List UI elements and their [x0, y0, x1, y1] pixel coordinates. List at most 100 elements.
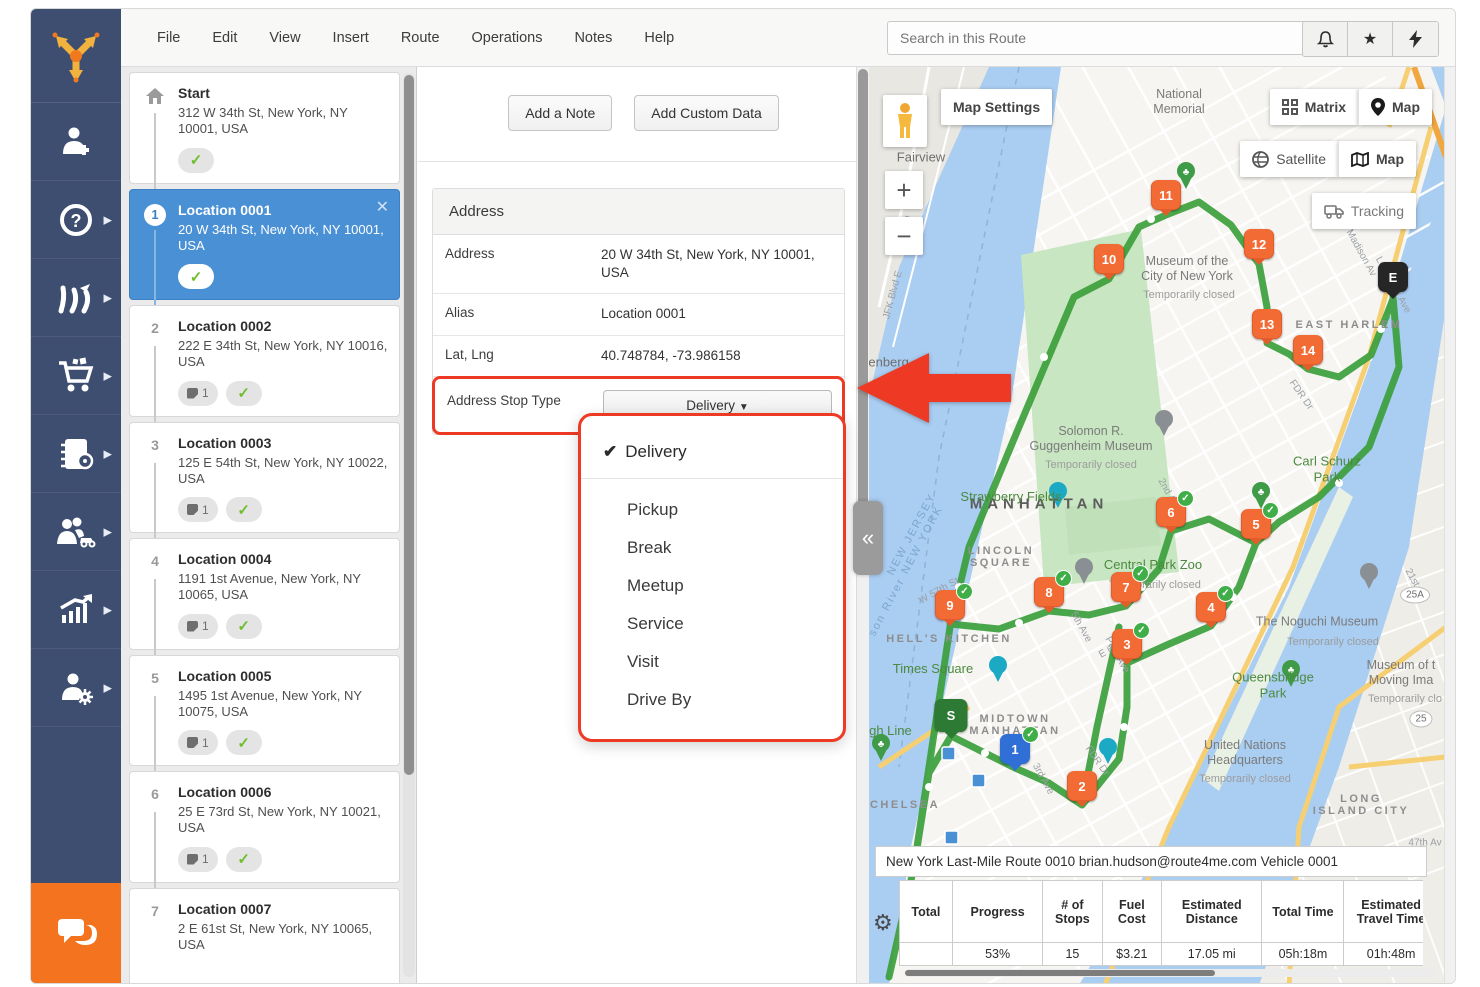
- chevron-down-icon: ▼: [738, 401, 749, 413]
- map-marker-12[interactable]: 12: [1244, 229, 1274, 259]
- matrix-button[interactable]: Matrix: [1269, 89, 1358, 125]
- add-note-button[interactable]: Add a Note: [508, 95, 613, 131]
- sidebar-item-user-settings[interactable]: ▶: [31, 649, 121, 727]
- pegman-control[interactable]: [883, 95, 927, 147]
- sidebar-item-address-book[interactable]: ▶: [31, 415, 121, 493]
- zoom-out-button[interactable]: −: [885, 217, 923, 255]
- note-icon: [187, 504, 198, 515]
- visited-check-badge[interactable]: ✓: [225, 846, 262, 872]
- timeline-connector: [154, 812, 156, 896]
- map-marker-6[interactable]: 6 ✓: [1156, 490, 1194, 527]
- close-icon[interactable]: ✕: [375, 198, 389, 216]
- visited-check-badge[interactable]: ✓: [178, 264, 214, 289]
- sidebar-item-add-user[interactable]: [31, 103, 121, 181]
- summary-column-header: # of Stops: [1042, 880, 1103, 943]
- map-marker-7[interactable]: 7 ✓: [1111, 565, 1149, 602]
- map-marker-14[interactable]: 14: [1293, 335, 1323, 365]
- visited-check-badge[interactable]: ✓: [225, 497, 262, 522]
- notes-badge[interactable]: 1: [178, 613, 218, 639]
- route4me-logo-icon: [52, 32, 100, 82]
- map-marker-E[interactable]: E: [1378, 262, 1408, 292]
- map-marker-S[interactable]: S: [934, 699, 968, 732]
- stop-list-item[interactable]: 4 Location 0004 1191 1st Avenue, New York,…: [129, 538, 400, 663]
- stop-list-item[interactable]: Start 312 W 34th St, New York, NY 10001, …: [129, 72, 400, 197]
- tracking-button[interactable]: Tracking: [1311, 193, 1416, 229]
- notes-badge[interactable]: 1: [178, 497, 218, 522]
- map-marker-13[interactable]: 13: [1252, 309, 1282, 339]
- visited-check-badge[interactable]: ✓: [178, 147, 214, 173]
- menu-item-notes[interactable]: Notes: [574, 29, 613, 46]
- dropdown-option-service[interactable]: Service: [627, 614, 684, 633]
- map-fold-button[interactable]: Map: [1338, 141, 1416, 177]
- map-settings-button[interactable]: Map Settings: [941, 89, 1053, 125]
- stop-list-item[interactable]: 7 Location 0007 2 E 61st St, New York, NY …: [129, 887, 400, 983]
- stop-list-item[interactable]: 6 Location 0006 25 E 73rd St, New York, NY…: [129, 771, 400, 896]
- map-view-button[interactable]: Map: [1358, 89, 1432, 125]
- search-input[interactable]: [887, 21, 1305, 55]
- map-marker-3[interactable]: 3 ✓: [1112, 622, 1150, 659]
- favorites-button[interactable]: ★: [1348, 22, 1393, 56]
- route-summary-table-wrap: ⚙ Total Progress # of Stops Fuel Cost Estima…: [871, 877, 1437, 969]
- stop-title: Location 0003: [178, 434, 272, 451]
- map-marker-9[interactable]: 9 ✓: [935, 583, 973, 620]
- folded-map-icon: [1351, 151, 1369, 167]
- menu-bar: File Edit View Insert Route Operations Notes He…: [121, 30, 674, 46]
- summary-hscrollbar[interactable]: [905, 969, 1435, 977]
- star-icon: ★: [1362, 31, 1378, 48]
- dropdown-selected-option[interactable]: ✔ Delivery: [581, 434, 843, 479]
- menu-item-file[interactable]: File: [157, 29, 181, 46]
- panel-collapse-handle[interactable]: «: [853, 501, 883, 575]
- stop-list-item[interactable]: 1 ✕ Location 0001 20 W 34th St, New York, N…: [129, 188, 400, 313]
- menu-item-edit[interactable]: Edit: [212, 29, 238, 46]
- sidebar-item-orders[interactable]: ▶: [31, 337, 121, 415]
- map-marker-10[interactable]: 10: [1094, 244, 1124, 274]
- scrollbar-thumb[interactable]: [905, 970, 1215, 976]
- stop-list-item[interactable]: 2 Location 0002 222 E 34th St, New York, N…: [129, 305, 400, 430]
- stop-title: Location 0002: [178, 318, 272, 334]
- dropdown-option-break[interactable]: Break: [627, 538, 672, 557]
- gear-icon[interactable]: ⚙: [873, 910, 893, 935]
- visited-check-badge[interactable]: ✓: [225, 613, 262, 639]
- visited-check-badge[interactable]: ✓: [225, 380, 262, 406]
- sidebar-item-routes[interactable]: ▶: [31, 259, 121, 337]
- chat-button[interactable]: [31, 883, 121, 983]
- notes-badge[interactable]: 1: [178, 846, 218, 872]
- menu-item-insert[interactable]: Insert: [332, 29, 369, 46]
- route4me-logo[interactable]: [31, 9, 121, 103]
- scrollbar-thumb[interactable]: [404, 75, 414, 775]
- stops-scrollbar[interactable]: [403, 73, 415, 977]
- notes-badge[interactable]: 1: [178, 730, 218, 755]
- menu-item-view[interactable]: View: [269, 29, 301, 46]
- visited-check-badge[interactable]: ✓: [225, 730, 262, 755]
- scrollbar-thumb[interactable]: [858, 69, 868, 539]
- dropdown-option-drive-by[interactable]: Drive By: [627, 690, 692, 709]
- dropdown-option-meetup[interactable]: Meetup: [627, 576, 684, 595]
- satellite-button[interactable]: Satellite: [1240, 141, 1338, 177]
- map-marker-2[interactable]: 2: [1067, 771, 1097, 801]
- map-marker-5[interactable]: 5 ✓: [1241, 502, 1279, 539]
- map-marker-11[interactable]: 11: [1151, 180, 1181, 210]
- dropdown-option-visit[interactable]: Visit: [627, 652, 659, 671]
- sidebar-item-analytics[interactable]: ▶: [31, 571, 121, 649]
- map-marker-4[interactable]: 4 ✓: [1196, 585, 1234, 622]
- notes-badge[interactable]: 1: [178, 380, 218, 406]
- zoom-in-button[interactable]: +: [885, 171, 923, 209]
- summary-value: 17.05 mi: [1161, 942, 1263, 966]
- activity-button[interactable]: [1393, 22, 1438, 56]
- alias-row: Alias Location 0001: [433, 294, 844, 336]
- map-marker-8[interactable]: 8 ✓: [1034, 570, 1072, 607]
- sidebar-item-team[interactable]: ▶: [31, 493, 121, 571]
- menu-item-operations[interactable]: Operations: [471, 29, 543, 46]
- stop-list-item[interactable]: 3 Location 0003 125 E 54th St, New York, N…: [129, 421, 400, 546]
- dropdown-option-pickup[interactable]: Pickup: [627, 500, 679, 519]
- menu-item-help[interactable]: Help: [644, 29, 675, 46]
- sidebar-item-help[interactable]: ? ▶: [31, 181, 121, 259]
- satellite-globe-icon: [1252, 150, 1270, 168]
- check-icon: ✓: [237, 618, 250, 635]
- stop-list-item[interactable]: 5 Location 0005 1495 1st Avenue, New York,…: [129, 654, 400, 779]
- menu-item-route[interactable]: Route: [400, 29, 440, 46]
- add-custom-data-button[interactable]: Add Custom Data: [634, 95, 779, 131]
- map-marker-1[interactable]: 1 ✓: [1000, 726, 1039, 764]
- notifications-button[interactable]: [1303, 22, 1348, 56]
